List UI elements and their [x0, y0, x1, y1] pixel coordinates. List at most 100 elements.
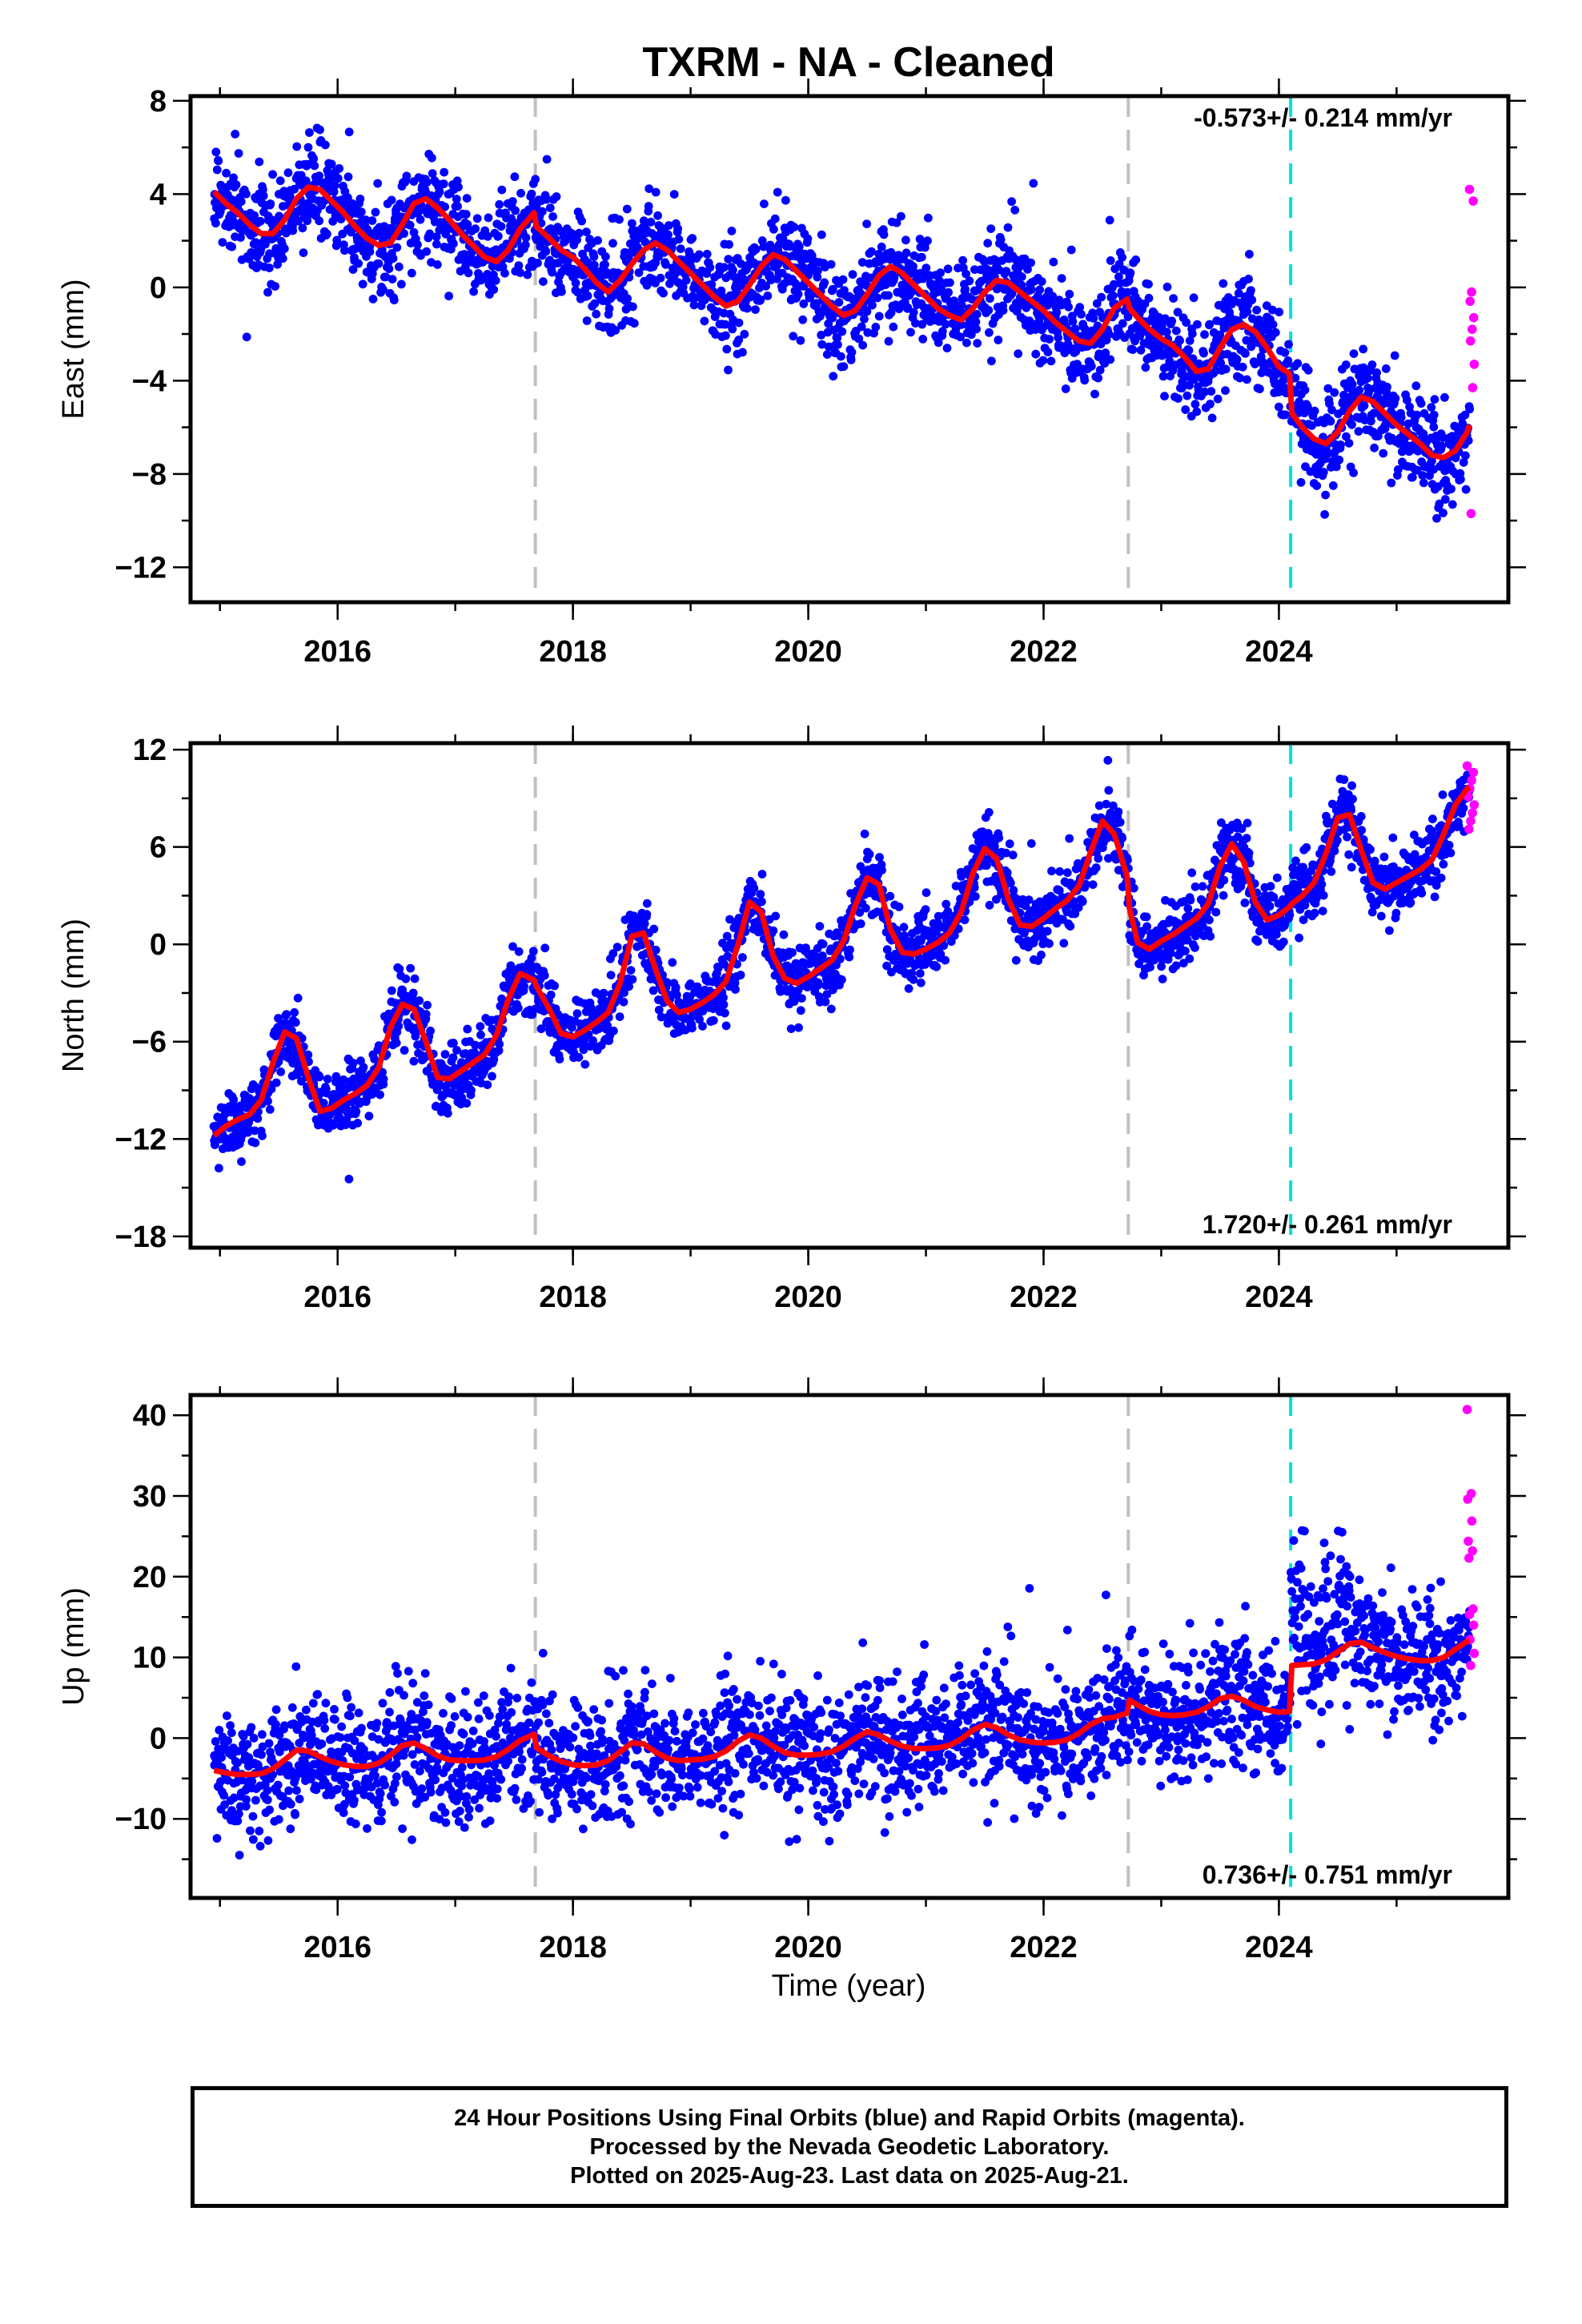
final-orbit-point: [1412, 410, 1422, 420]
x-tick-label: 2024: [1245, 635, 1313, 669]
final-orbit-point: [1191, 400, 1200, 409]
final-orbit-point: [640, 237, 650, 247]
final-orbit-point: [1102, 799, 1110, 809]
final-orbit-point: [854, 334, 864, 344]
final-orbit-point: [1440, 392, 1449, 402]
final-orbit-point: [1200, 330, 1209, 340]
final-orbit-point: [454, 183, 463, 192]
final-orbit-point: [1200, 387, 1210, 396]
final-orbit-point: [494, 231, 503, 241]
final-orbit-point: [1042, 927, 1052, 936]
final-orbit-point: [813, 266, 822, 275]
final-orbit-point: [873, 293, 882, 303]
final-orbit-point: [700, 316, 709, 326]
final-orbit-point: [236, 197, 246, 207]
final-orbit-point: [1207, 413, 1217, 423]
final-orbit-point: [1128, 345, 1138, 354]
final-orbit-point: [1359, 344, 1368, 354]
final-orbit-point: [1182, 391, 1192, 400]
final-orbit-point: [283, 168, 293, 178]
final-orbit-point: [426, 1026, 435, 1035]
final-orbit-point: [1447, 500, 1457, 509]
final-orbit-point: [394, 1021, 404, 1031]
y-axis-label: East (mm): [57, 279, 90, 419]
final-orbit-point: [1166, 948, 1175, 958]
final-orbit-point: [1429, 422, 1439, 432]
final-orbit-point: [1106, 256, 1115, 265]
final-orbit-point: [231, 130, 240, 139]
final-orbit-point: [1178, 959, 1188, 968]
final-orbit-point: [789, 332, 798, 341]
final-orbit-point: [1393, 465, 1403, 474]
final-orbit-point: [416, 215, 425, 224]
final-orbit-point: [1014, 349, 1023, 359]
final-orbit-point: [387, 195, 396, 205]
final-orbit-point: [817, 340, 827, 349]
final-orbit-point: [698, 1007, 708, 1016]
final-orbit-point: [648, 986, 658, 995]
final-orbit-point: [1435, 499, 1444, 509]
final-orbit-point: [1281, 410, 1291, 420]
final-orbit-point: [906, 328, 915, 337]
final-orbit-point: [483, 1080, 492, 1089]
y-tick-label: −12: [115, 551, 167, 585]
final-orbit-point: [688, 234, 697, 243]
final-orbit-point: [1465, 404, 1475, 414]
final-orbit-point: [709, 1015, 718, 1025]
rapid-orbit-point: [1468, 312, 1479, 323]
final-orbit-point: [400, 1046, 409, 1055]
final-orbit-point: [440, 1050, 450, 1059]
final-orbit-point: [1327, 405, 1336, 415]
final-orbit-point: [935, 276, 945, 286]
final-orbit-point: [1062, 868, 1072, 878]
final-orbit-point: [589, 260, 599, 270]
final-orbit-point: [395, 964, 404, 974]
final-orbit-point: [1213, 394, 1223, 404]
final-orbit-point: [934, 338, 943, 348]
final-orbit-point: [1026, 258, 1035, 267]
final-orbit-point: [659, 288, 668, 298]
final-orbit-point: [904, 984, 913, 993]
final-orbit-point: [737, 259, 745, 268]
final-orbit-point: [958, 300, 966, 310]
final-orbit-point: [673, 224, 682, 233]
final-orbit-point: [1181, 405, 1191, 414]
final-orbit-point: [298, 223, 307, 233]
final-orbit-point: [527, 189, 536, 199]
final-orbit-point: [817, 951, 827, 960]
final-orbit-point: [917, 252, 926, 262]
final-orbit-point: [994, 833, 1004, 842]
final-orbit-point: [1425, 471, 1434, 480]
final-orbit-point: [548, 267, 556, 277]
final-orbit-point: [751, 245, 761, 254]
final-orbit-point: [1094, 801, 1104, 810]
final-orbit-point: [368, 295, 378, 304]
final-orbit-point: [1039, 322, 1048, 332]
final-orbit-point: [965, 276, 974, 286]
final-orbit-point: [1031, 349, 1041, 359]
final-orbit-point: [921, 905, 930, 914]
final-orbit-point: [897, 211, 905, 221]
final-orbit-point: [728, 324, 737, 334]
final-orbit-point: [628, 302, 637, 312]
final-orbit-point: [796, 1006, 805, 1015]
final-orbit-point: [1088, 880, 1098, 889]
final-orbit-point: [1090, 389, 1099, 399]
final-orbit-point: [769, 926, 778, 935]
final-orbit-point: [822, 350, 832, 359]
final-orbit-point: [600, 259, 609, 269]
final-orbit-point: [654, 1005, 664, 1015]
final-orbit-point: [907, 968, 917, 978]
final-orbit-point: [1047, 866, 1056, 876]
final-orbit-point: [815, 922, 825, 931]
final-orbit-point: [921, 888, 931, 898]
final-orbit-point: [1002, 267, 1011, 275]
final-orbit-point: [1447, 485, 1456, 493]
final-orbit-point: [432, 232, 441, 242]
final-orbit-point: [1104, 330, 1114, 339]
final-orbit-point: [984, 306, 994, 315]
final-orbit-point: [1328, 481, 1338, 490]
final-orbit-point: [725, 239, 733, 249]
final-orbit-point: [340, 246, 349, 255]
